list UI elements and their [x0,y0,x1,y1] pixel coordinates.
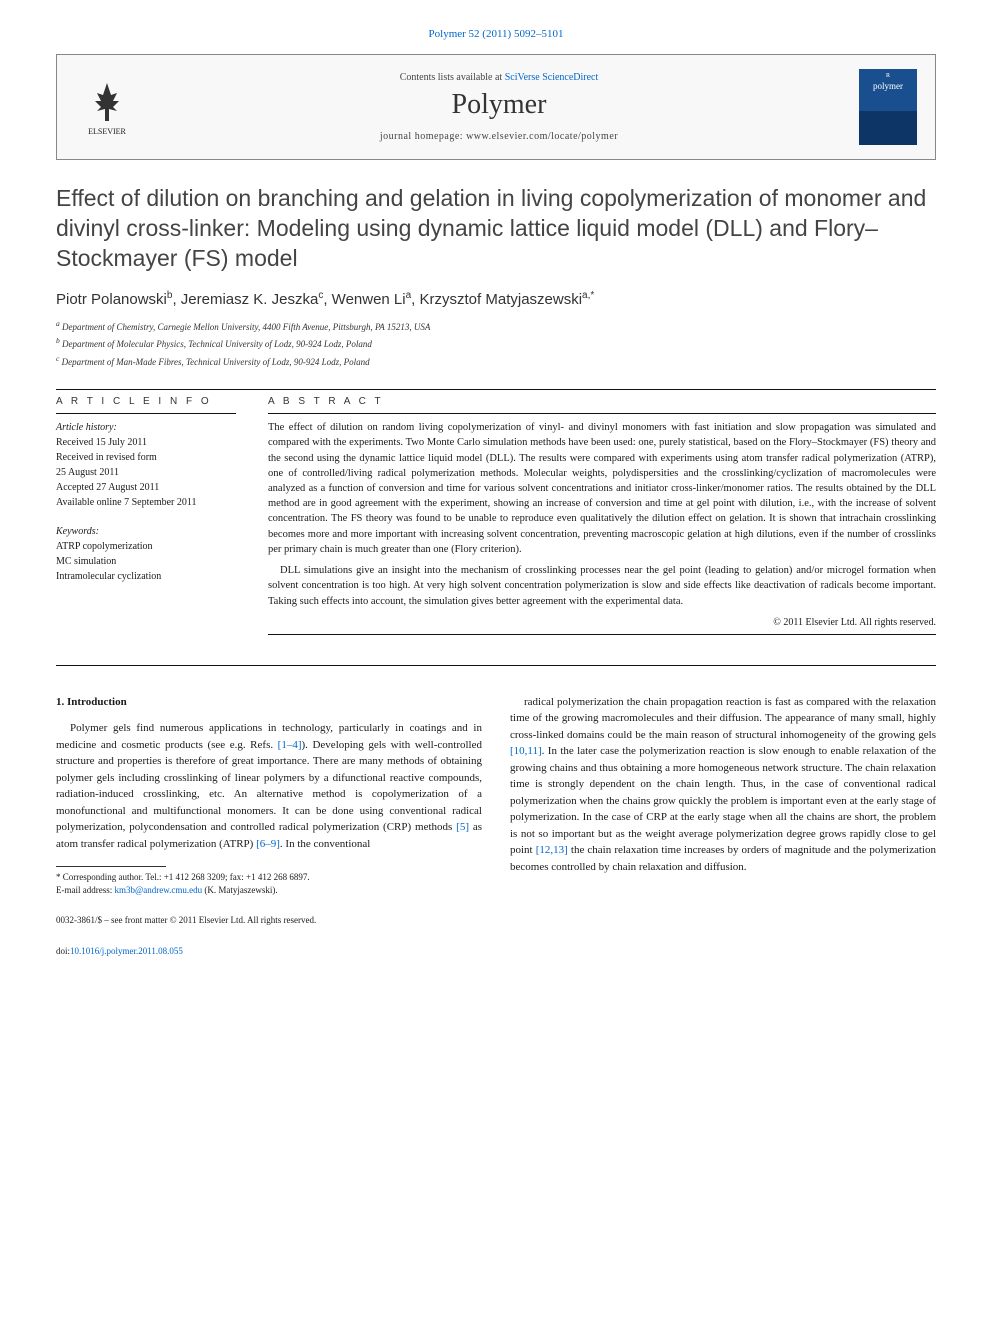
history-line: Available online 7 September 2011 [56,495,236,510]
body-right-column: radical polymerization the chain propaga… [510,694,936,958]
abstract-heading: A B S T R A C T [268,396,936,407]
divider [56,389,936,390]
email-footnote: E-mail address: km3b@andrew.cmu.edu (K. … [56,884,482,897]
affiliations-block: a Department of Chemistry, Carnegie Mell… [56,318,936,370]
publisher-name: ELSEVIER [88,127,126,136]
publisher-logo: ELSEVIER [75,71,139,143]
article-history-block: Article history: Received 15 July 2011Re… [56,420,236,510]
keyword-line: MC simulation [56,554,236,569]
article-info-column: A R T I C L E I N F O Article history: R… [56,396,236,641]
corresponding-email-link[interactable]: km3b@andrew.cmu.edu [114,885,202,895]
issn-copyright-line: 0032-3861/$ – see front matter © 2011 El… [56,914,482,927]
journal-cover-thumbnail: R polymer [859,69,917,145]
abstract-paragraph: DLL simulations give an insight into the… [268,563,936,609]
contents-available-line: Contents lists available at SciVerse Sci… [139,72,859,83]
corresponding-author-footnote: * Corresponding author. Tel.: +1 412 268… [56,871,482,884]
ref-link[interactable]: [5] [456,821,469,833]
homepage-url[interactable]: www.elsevier.com/locate/polymer [466,131,618,142]
keyword-line: ATRP copolymerization [56,539,236,554]
divider [268,634,936,635]
affiliation-line: a Department of Chemistry, Carnegie Mell… [56,318,936,335]
abstract-column: A B S T R A C T The effect of dilution o… [268,396,936,641]
divider [56,413,236,414]
info-abstract-row: A R T I C L E I N F O Article history: R… [56,396,936,641]
history-line: Received 15 July 2011 [56,435,236,450]
divider [56,665,936,666]
sciencedirect-link[interactable]: SciVerse ScienceDirect [505,72,599,83]
keyword-line: Intramolecular cyclization [56,569,236,584]
doi-link[interactable]: 10.1016/j.polymer.2011.08.055 [70,946,183,956]
header-center: Contents lists available at SciVerse Sci… [139,72,859,142]
body-left-column: 1. Introduction Polymer gels find numero… [56,694,482,958]
ref-link[interactable]: [1–4] [278,739,302,751]
body-paragraph: Polymer gels find numerous applications … [56,720,482,852]
section-heading: 1. Introduction [56,694,482,711]
keywords-label: Keywords: [56,524,236,539]
body-paragraph: radical polymerization the chain propaga… [510,694,936,876]
abstract-paragraph: The effect of dilution on random living … [268,420,936,557]
ref-link[interactable]: [10,11] [510,745,542,757]
article-info-heading: A R T I C L E I N F O [56,396,236,407]
ref-link[interactable]: [6–9] [256,838,280,850]
history-line: Accepted 27 August 2011 [56,480,236,495]
history-line: Received in revised form [56,450,236,465]
authors-line: Piotr Polanowskib, Jeremiasz K. Jeszkac,… [56,290,936,308]
history-label: Article history: [56,420,236,435]
journal-homepage-line: journal homepage: www.elsevier.com/locat… [139,131,859,142]
abstract-text: The effect of dilution on random living … [268,420,936,609]
body-two-column: 1. Introduction Polymer gels find numero… [56,694,936,958]
journal-name: Polymer [139,89,859,121]
article-title: Effect of dilution on branching and gela… [56,184,936,274]
doi-line: doi:10.1016/j.polymer.2011.08.055 [56,945,482,958]
citation-line: Polymer 52 (2011) 5092–5101 [56,28,936,40]
affiliation-line: b Department of Molecular Physics, Techn… [56,335,936,352]
abstract-copyright: © 2011 Elsevier Ltd. All rights reserved… [268,617,936,628]
elsevier-tree-icon [83,79,131,127]
divider [268,413,936,414]
affiliation-line: c Department of Man-Made Fibres, Technic… [56,353,936,370]
footnote-separator [56,866,166,867]
journal-header: ELSEVIER Contents lists available at Sci… [56,54,936,160]
ref-link[interactable]: [12,13] [536,844,568,856]
history-line: 25 August 2011 [56,465,236,480]
keywords-block: Keywords: ATRP copolymerizationMC simula… [56,524,236,584]
